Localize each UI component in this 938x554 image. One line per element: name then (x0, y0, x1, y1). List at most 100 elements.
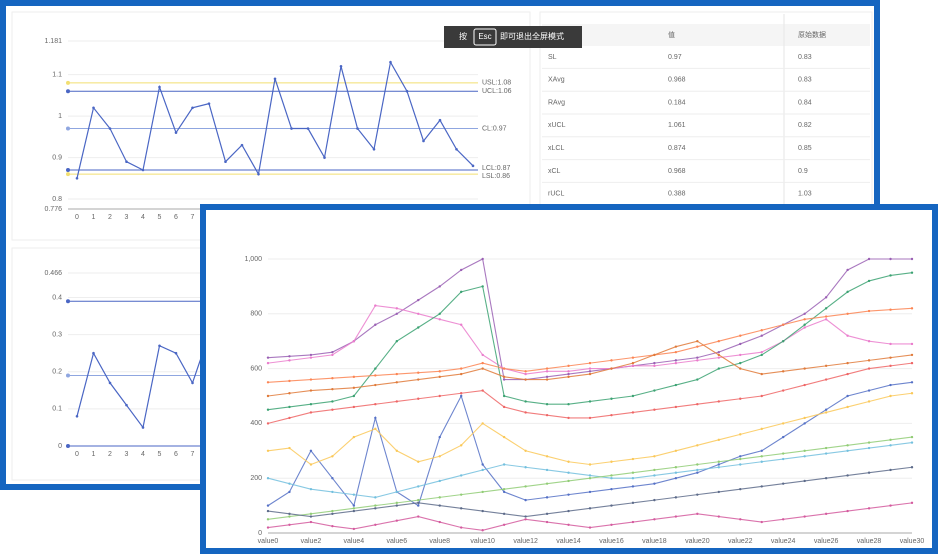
series-point (331, 353, 334, 357)
x-tick-label: 5 (158, 451, 162, 458)
series-point (309, 449, 313, 452)
series-point (266, 449, 270, 452)
table-cell: XAvg (548, 77, 565, 84)
series-point (803, 312, 806, 315)
x-tick-label: 0 (75, 451, 79, 458)
series-point (438, 455, 441, 458)
series-point (760, 353, 763, 357)
series-point (567, 416, 570, 420)
series-point (417, 460, 420, 463)
series-point (288, 359, 291, 362)
series-point (610, 474, 613, 477)
series-point (803, 515, 806, 518)
series-point (824, 512, 828, 516)
series-point (588, 400, 592, 403)
series-point (395, 400, 398, 403)
x-tick-label: 6 (174, 214, 178, 221)
series-point (803, 318, 806, 321)
series-point (889, 504, 892, 507)
y-tick-label: 800 (250, 311, 262, 318)
series-point (782, 340, 785, 343)
series-point (502, 490, 506, 494)
series-point (331, 387, 334, 391)
series-point (438, 479, 441, 483)
data-point (323, 156, 326, 159)
limit-label: CL:0.97 (482, 125, 507, 132)
series-point (545, 496, 549, 499)
x-tick-label: 2 (108, 451, 112, 458)
data-point (471, 164, 475, 168)
series-point (288, 416, 291, 420)
x-tick-label: value18 (642, 538, 667, 545)
series-point (889, 364, 892, 368)
series-point (481, 361, 484, 365)
series-point (910, 392, 914, 395)
x-tick-label: value4 (344, 538, 365, 545)
data-point (158, 344, 161, 348)
series-point (288, 405, 291, 409)
series-point (460, 367, 463, 370)
y-tick-label: 1,000 (244, 256, 262, 263)
series-point (502, 435, 506, 439)
series-point (524, 518, 527, 521)
series-point (352, 493, 356, 496)
series-point (739, 334, 742, 337)
series-point (524, 485, 527, 488)
series-point (696, 378, 699, 381)
series-point (653, 389, 656, 392)
series-point (846, 474, 849, 477)
series-point (867, 257, 871, 261)
data-point (306, 127, 310, 130)
series-point (824, 315, 828, 318)
series-point (674, 466, 678, 469)
series-point (545, 512, 549, 516)
series-point (760, 455, 763, 458)
series-point (889, 383, 892, 387)
series-point (867, 359, 871, 362)
series-point (889, 342, 892, 346)
series-point (631, 520, 635, 524)
series-point (653, 468, 656, 472)
data-point (224, 160, 227, 164)
series-point (374, 496, 377, 499)
limit-marker (66, 126, 70, 131)
series-point (803, 455, 806, 458)
series-point (631, 361, 635, 365)
series-point (524, 498, 527, 502)
series-point (567, 479, 570, 483)
table-cell: xLCL (548, 145, 564, 152)
series-point (846, 394, 849, 398)
series-point (266, 381, 270, 384)
series-point (567, 364, 570, 368)
series-point (674, 359, 678, 362)
series-point (588, 372, 592, 376)
limit-label: LCL:0.87 (482, 165, 511, 172)
series-point (846, 444, 849, 447)
table-header: 原始数据 (798, 30, 826, 39)
tip-key: Esc (478, 32, 491, 41)
y-tick-label: 0.2 (52, 369, 62, 376)
series-point (481, 463, 484, 466)
series-point (824, 452, 828, 455)
series-point (610, 477, 613, 480)
series-point (739, 457, 742, 461)
series-point (910, 435, 914, 439)
series-point (696, 345, 699, 348)
x-tick-label: value8 (429, 538, 450, 545)
series-point (910, 441, 914, 444)
series-point (674, 405, 678, 409)
series-point (846, 334, 849, 337)
y-tick-label: 600 (250, 365, 262, 372)
table-cell: 1.061 (668, 122, 686, 129)
series-point (631, 501, 635, 505)
series-point (460, 290, 463, 294)
series-point (846, 361, 849, 365)
series-point (524, 449, 527, 452)
series-point (460, 392, 463, 395)
series-point (438, 318, 441, 321)
series-point (803, 367, 806, 370)
table-cell: SL (548, 54, 557, 61)
series-point (266, 361, 270, 365)
series-point (824, 477, 828, 480)
